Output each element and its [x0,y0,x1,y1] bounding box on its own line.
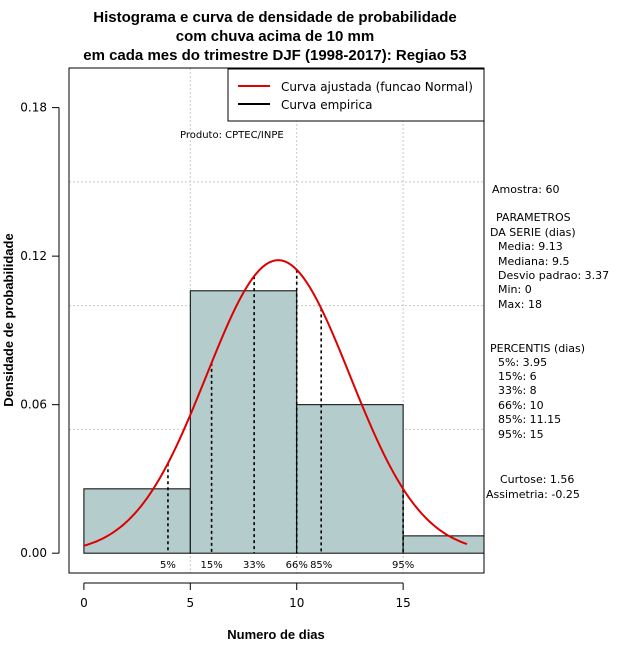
legend-box [227,68,485,122]
histogram-bar [189,290,298,554]
legend: Curva ajustada (funcao Normal) Curva emp… [227,68,485,122]
x-tick-label: 5 [186,596,194,610]
stat-min: Min: 0 [498,283,532,296]
chart-title-line-3: em cada mes do trimestre DJF (1998-2017)… [83,47,467,64]
histogram-bar [296,404,404,554]
normal-curve-line [83,259,468,547]
x-tick-label: 15 [395,596,410,610]
chart-title-line-1: Histograma e curva de densidade de proba… [93,9,456,26]
y-tick-label: 0.18 [20,101,47,115]
percentile-label: 95% [392,560,414,571]
pct-85: 85%: 11.15 [498,413,561,426]
percentile-label: 15% [200,560,222,571]
stat-max: Max: 18 [498,298,542,311]
pct-15: 15%: 6 [498,370,537,383]
pct-33: 33%: 8 [498,384,537,397]
stat-curtose: Curtose: 1.56 [500,473,574,486]
histogram-bar [83,488,191,554]
axes: 0 5 10 15 0.00 0.06 0.12 0.18 [20,101,410,610]
plot-frame [68,67,485,574]
x-axis-title: Numero de dias [227,627,325,642]
percentis-title: PERCENTIS (dias) [490,342,585,355]
percentile-label: 85% [310,560,332,571]
params-title: PARAMETROS [496,211,571,224]
stat-desvio: Desvio padrao: 3.37 [498,269,609,282]
legend-label-normal: Curva ajustada (funcao Normal) [281,80,473,94]
params-subtitle: DA SERIE (dias) [490,226,576,239]
y-axis-title: Densidade de probabilidade [1,233,16,406]
y-tick-label: 0.06 [20,398,47,412]
x-tick-label: 10 [289,596,304,610]
histogram-bar [402,535,485,554]
percentile-lines: 5% 15% 33% 66% 85% 95% [160,269,414,571]
stat-assimetria: Assimetria: -0.25 [486,488,580,501]
percentile-label: 5% [160,560,176,571]
normal-curve [83,259,468,547]
stat-media: Media: 9.13 [498,240,563,253]
histogram-bars [83,290,485,554]
legend-label-empirical: Curva empirica [281,98,372,112]
stat-mediana: Mediana: 9.5 [498,255,569,268]
product-annotation: Produto: CPTEC/INPE [180,130,284,141]
pct-66: 66%: 10 [498,399,544,412]
x-tick-label: 0 [80,596,88,610]
percentile-label: 66% [286,560,308,571]
percentile-label: 33% [243,560,265,571]
statistics-panel: Amostra: 60 PARAMETROS DA SERIE (dias) M… [486,183,609,501]
pct-95: 95%: 15 [498,428,544,441]
sample-size: Amostra: 60 [492,183,559,196]
y-tick-label: 0.12 [20,249,47,263]
pct-5: 5%: 3.95 [498,356,547,369]
chart-title-line-2: com chuva acima de 10 mm [176,28,374,45]
y-tick-label: 0.00 [20,546,47,560]
